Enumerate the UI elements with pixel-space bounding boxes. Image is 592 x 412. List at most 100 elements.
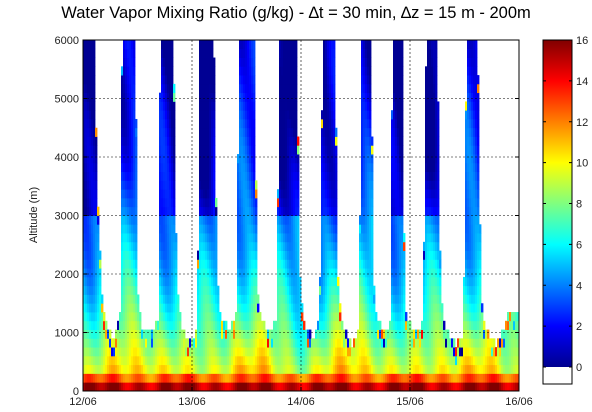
heatmap-cell <box>283 92 286 102</box>
heatmap-cell <box>221 355 224 366</box>
heatmap-cell <box>297 197 300 208</box>
heatmap-column <box>243 40 246 391</box>
heatmap-cell <box>323 373 326 383</box>
colorbar-gradient <box>543 40 572 367</box>
heatmap-cell <box>173 180 176 190</box>
heatmap-cell <box>435 145 438 155</box>
heatmap-cell <box>323 66 326 76</box>
heatmap-cell <box>91 180 94 190</box>
heatmap-cell <box>475 233 478 243</box>
heatmap-cell <box>247 145 250 155</box>
heatmap-column <box>369 40 372 391</box>
heatmap-cell <box>235 364 238 374</box>
heatmap-cell <box>243 233 246 243</box>
heatmap-cell <box>431 40 434 50</box>
heatmap-cell <box>397 118 400 129</box>
heatmap-cell <box>369 83 372 94</box>
heatmap-cell <box>255 276 258 287</box>
heatmap-cell <box>309 329 312 339</box>
heatmap-cell <box>505 382 508 391</box>
heatmap-cell <box>249 180 252 190</box>
heatmap-cell <box>279 110 282 120</box>
heatmap-cell <box>243 66 246 76</box>
heatmap-cell <box>295 373 298 383</box>
heatmap-cell <box>209 206 212 216</box>
heatmap-cell <box>277 285 280 295</box>
heatmap-cell <box>369 285 372 295</box>
heatmap-cell <box>313 338 316 348</box>
heatmap-cell <box>213 312 216 322</box>
heatmap-cell <box>441 347 444 357</box>
heatmap-column <box>355 338 358 391</box>
heatmap-cell <box>169 171 172 181</box>
heatmap-cell <box>447 355 450 366</box>
heatmap-cell <box>219 312 222 322</box>
heatmap-cell <box>433 118 436 129</box>
heatmap-cell <box>207 197 210 208</box>
heatmap-cell <box>93 338 96 348</box>
heatmap-cell <box>241 162 244 173</box>
heatmap-cell <box>245 382 248 391</box>
heatmap-cell <box>367 224 370 234</box>
heatmap-cell <box>131 189 134 199</box>
heatmap-cell <box>245 285 248 295</box>
heatmap-cell <box>323 233 326 243</box>
heatmap-cell <box>201 57 204 67</box>
heatmap-cell <box>207 136 210 146</box>
heatmap-cell <box>95 320 98 330</box>
heatmap-cell <box>83 171 86 181</box>
heatmap-cell <box>321 250 324 260</box>
heatmap-cell <box>251 364 254 374</box>
heatmap-column <box>453 338 456 391</box>
heatmap-cell <box>477 162 480 173</box>
heatmap-cell <box>281 303 284 313</box>
heatmap-cell <box>253 48 256 58</box>
heatmap-cell <box>91 303 94 313</box>
heatmap-column <box>289 40 292 391</box>
heatmap-cell <box>171 110 174 120</box>
heatmap-cell <box>89 320 92 330</box>
heatmap-cell <box>93 57 96 67</box>
heatmap-cell <box>133 276 136 287</box>
heatmap-cell <box>291 189 294 199</box>
heatmap-cell <box>209 83 212 94</box>
heatmap-cell <box>331 312 334 322</box>
heatmap-cell <box>471 118 474 129</box>
heatmap-column <box>395 40 398 391</box>
heatmap-cell <box>395 162 398 173</box>
heatmap-cell <box>169 312 172 322</box>
heatmap-cell <box>435 329 438 339</box>
heatmap-cell <box>175 268 178 278</box>
heatmap-cell <box>475 268 478 278</box>
heatmap-cell <box>203 329 206 339</box>
heatmap-cell <box>165 92 168 102</box>
heatmap-cell <box>361 66 364 76</box>
heatmap-cell <box>469 206 472 216</box>
heatmap-cell <box>213 347 216 357</box>
heatmap-cell <box>167 215 170 225</box>
heatmap-cell <box>317 382 320 391</box>
heatmap-cell <box>227 338 230 348</box>
heatmap-column <box>517 312 519 391</box>
heatmap-cell <box>91 250 94 260</box>
heatmap-cell <box>477 189 480 199</box>
heatmap-cell <box>93 162 96 173</box>
heatmap-cell <box>285 136 288 146</box>
heatmap-cell <box>413 338 416 348</box>
heatmap-cell <box>367 66 370 76</box>
heatmap-cell <box>121 312 124 322</box>
heatmap-cell <box>209 145 212 155</box>
heatmap-cell <box>251 294 254 304</box>
heatmap-cell <box>433 329 436 339</box>
heatmap-cell <box>129 224 132 234</box>
heatmap-cell <box>91 110 94 120</box>
heatmap-column <box>185 338 188 391</box>
heatmap-cell <box>287 197 290 208</box>
heatmap-cell <box>389 355 392 366</box>
heatmap-cell <box>327 101 330 111</box>
heatmap-cell <box>133 189 136 199</box>
heatmap-cell <box>83 75 86 85</box>
heatmap-cell <box>131 40 134 50</box>
heatmap-cell <box>201 241 204 252</box>
heatmap-cell <box>239 303 242 313</box>
